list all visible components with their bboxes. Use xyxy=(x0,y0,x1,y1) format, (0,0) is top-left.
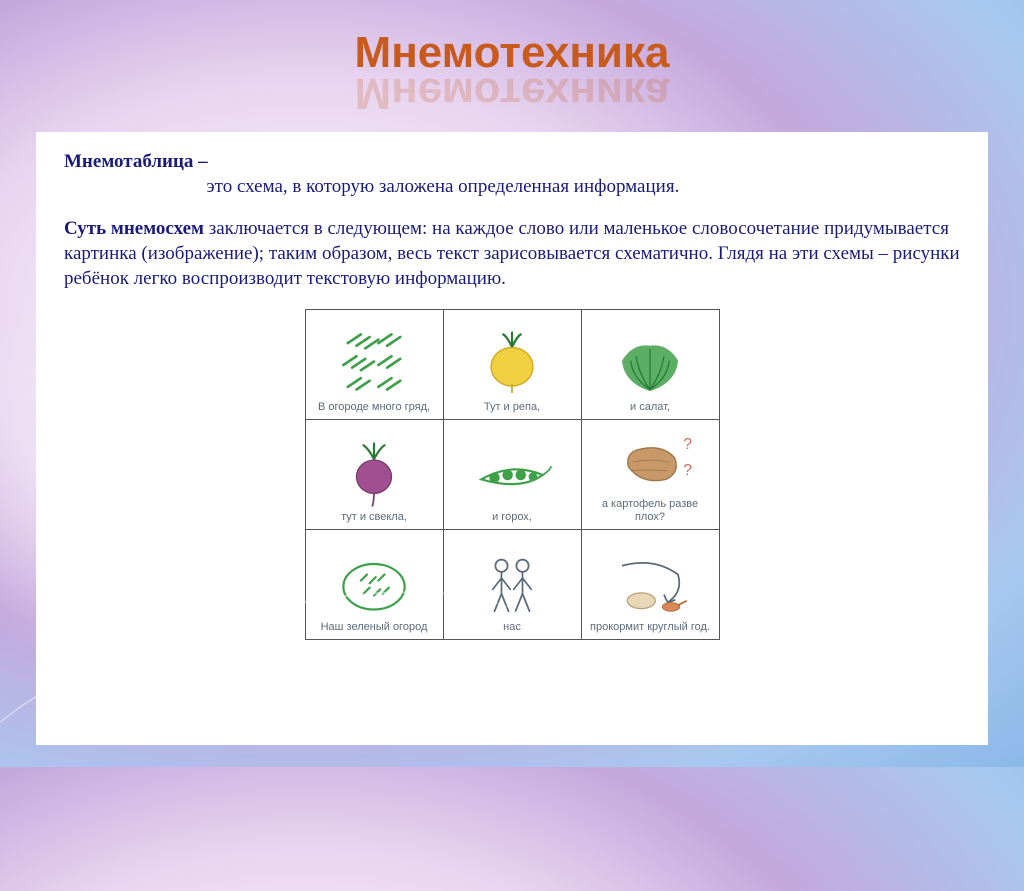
year-icon xyxy=(586,549,715,621)
svg-text:?: ? xyxy=(683,436,692,453)
cell-caption: В огороде много гряд, xyxy=(310,401,439,414)
lettuce-icon xyxy=(586,329,715,401)
definition-term: Мнемотаблица – xyxy=(64,151,208,172)
cell-caption: Тут и репа, xyxy=(448,401,577,414)
cell-caption: а картофель разве плох? xyxy=(586,498,715,523)
definition-paragraph: Мнемотаблица – это схема, в которую зало… xyxy=(64,150,960,199)
essence-term: Суть мнемосхем xyxy=(64,218,204,239)
essence-paragraph: Суть мнемосхем заключается в следующем: … xyxy=(64,217,960,291)
mnemo-table: В огороде много гряд, Тут и репа, и сала… xyxy=(305,309,720,640)
definition-body: это схема, в которую заложена определенн… xyxy=(207,176,680,197)
mnemo-cell: Тут и репа, xyxy=(443,310,581,420)
beet-icon xyxy=(310,439,439,511)
mnemo-cell: прокормит круглый год. xyxy=(581,530,719,640)
potato-icon: ? ? xyxy=(586,426,715,498)
mnemo-cell: и салат, xyxy=(581,310,719,420)
mnemo-cell: и горох, xyxy=(443,420,581,530)
content-panel: Мнемотаблица – это схема, в которую зало… xyxy=(36,132,988,745)
cell-caption: тут и свекла, xyxy=(310,511,439,524)
cell-caption: прокормит круглый год. xyxy=(586,621,715,634)
people-icon xyxy=(448,549,577,621)
rows-icon xyxy=(310,329,439,401)
page-title-reflection: Мнемотехника xyxy=(0,68,1024,118)
cell-caption: и горох, xyxy=(448,511,577,524)
cell-caption: Наш зеленый огород xyxy=(310,621,439,634)
mnemo-cell: ? ?а картофель разве плох? xyxy=(581,420,719,530)
mnemo-cell: Наш зеленый огород xyxy=(305,530,443,640)
peas-icon xyxy=(448,439,577,511)
mnemo-cell: В огороде много гряд, xyxy=(305,310,443,420)
cell-caption: и салат, xyxy=(586,401,715,414)
svg-text:?: ? xyxy=(683,462,692,479)
turnip-icon xyxy=(448,329,577,401)
plot-icon xyxy=(310,549,439,621)
mnemo-cell: нас xyxy=(443,530,581,640)
mnemo-cell: тут и свекла, xyxy=(305,420,443,530)
cell-caption: нас xyxy=(448,621,577,634)
